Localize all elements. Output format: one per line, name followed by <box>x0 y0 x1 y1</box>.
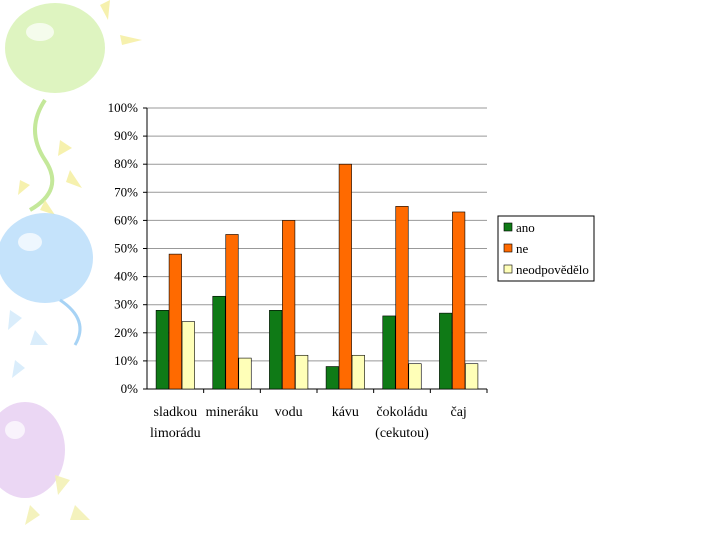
y-tick-label: 90% <box>114 128 138 143</box>
bar-ne <box>338 163 352 390</box>
blue-balloon-shine <box>18 233 42 251</box>
category-label: (cekutou) <box>375 426 429 441</box>
category-label: čaj <box>451 405 467 420</box>
yellow-rays <box>25 475 90 525</box>
bar-neodpovědělo <box>465 363 479 390</box>
legend-swatch-ano <box>503 222 513 232</box>
bar-neodpovědělo <box>181 321 195 390</box>
bar-ano <box>325 366 339 390</box>
blue-rays <box>8 310 48 378</box>
green-balloon-string <box>28 98 55 212</box>
y-tick-label: 20% <box>114 325 138 340</box>
bar-ano <box>155 310 169 390</box>
purple-balloon-shine <box>5 421 25 439</box>
y-tick-label: 30% <box>114 297 138 312</box>
bar-ne <box>168 253 182 390</box>
y-tick-label: 60% <box>114 212 138 227</box>
sun-rays <box>18 0 142 215</box>
y-tick-label: 10% <box>114 353 138 368</box>
category-label: kávu <box>332 405 359 420</box>
gridlines <box>147 107 487 362</box>
bar-neodpovědělo <box>238 357 252 390</box>
y-tick-label: 40% <box>114 269 138 284</box>
bar-ano <box>382 315 396 390</box>
legend-box <box>497 215 595 282</box>
category-label: čokoládu <box>376 405 427 420</box>
legend-swatch-ne <box>503 243 513 253</box>
axes <box>143 107 488 393</box>
green-balloon <box>5 3 105 93</box>
bar-ne <box>452 211 466 390</box>
y-tick-label: 70% <box>114 184 138 199</box>
category-labels: sladkou limorádu mineráku vodu kávu čokoládu (… <box>150 405 467 441</box>
blue-balloon-string <box>59 298 82 346</box>
bar-ne <box>282 220 296 390</box>
legend-swatch-neodpovědělo <box>503 264 513 274</box>
bars <box>155 163 479 390</box>
legend-label-ano: ano <box>516 220 535 235</box>
bar-ne <box>395 206 409 390</box>
bar-ano <box>269 310 283 390</box>
y-tick-label: 0% <box>121 381 139 396</box>
legend-label-neodpovědělo: neodpovědělo <box>516 262 589 277</box>
category-label: sladkou <box>154 405 198 420</box>
bar-ne <box>225 234 239 390</box>
category-label: limorádu <box>150 426 201 441</box>
y-tick-label: 80% <box>114 156 138 171</box>
green-balloon-shine <box>26 23 54 41</box>
bar-neodpovědělo <box>295 354 309 390</box>
y-tick-labels: 0% 10% 20% 30% 40% 50% 60% 70% 80% 90% 100% <box>108 100 139 396</box>
legend-label-ne: ne <box>516 241 529 256</box>
y-tick-label: 50% <box>114 241 138 256</box>
bar-neodpovědělo <box>351 354 365 390</box>
category-label: vodu <box>275 405 303 420</box>
legend: ano ne neodpovědělo <box>497 215 595 282</box>
bar-ano <box>212 295 226 390</box>
bar-neodpovědělo <box>408 363 422 390</box>
y-tick-label: 100% <box>108 100 139 115</box>
category-label: mineráku <box>206 405 259 420</box>
bar-ano <box>439 312 453 390</box>
